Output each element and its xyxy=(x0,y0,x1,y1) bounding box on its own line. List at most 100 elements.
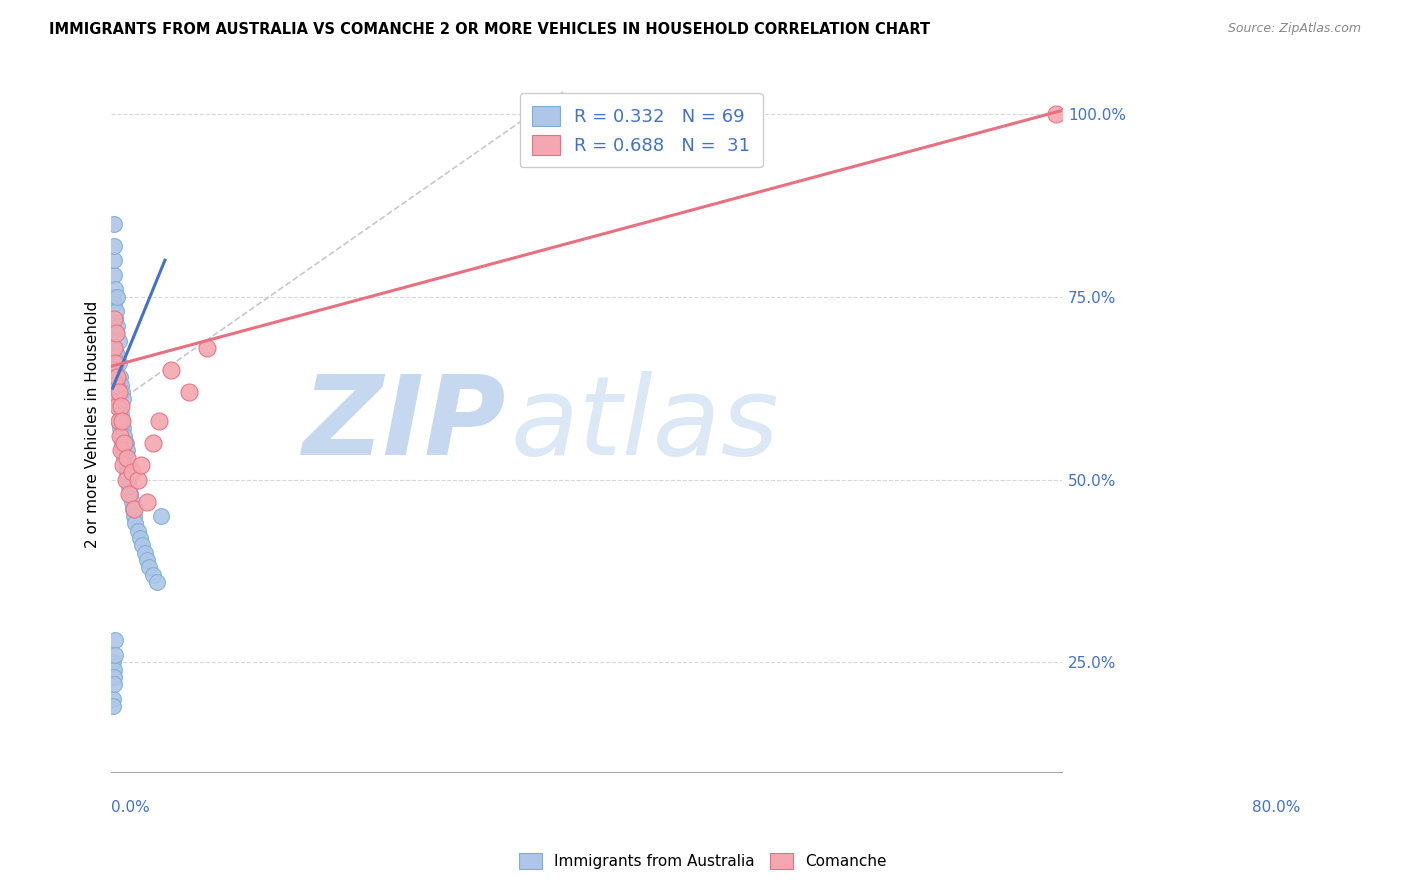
Point xyxy=(101,692,124,706)
Point xyxy=(108,400,131,414)
Point xyxy=(131,538,153,552)
Point xyxy=(107,356,129,370)
Legend: R = 0.332   N = 69, R = 0.688   N =  31: R = 0.332 N = 69, R = 0.688 N = 31 xyxy=(520,94,762,168)
Point xyxy=(127,473,149,487)
Point xyxy=(105,370,128,384)
Point xyxy=(177,384,200,399)
Point xyxy=(104,633,127,648)
Text: 0.0%: 0.0% xyxy=(111,800,150,815)
Point xyxy=(115,450,138,465)
Point xyxy=(103,238,125,252)
Point xyxy=(101,699,124,714)
Point xyxy=(148,414,170,428)
Point xyxy=(103,677,125,691)
Point xyxy=(127,524,149,538)
Point xyxy=(118,487,141,501)
Point xyxy=(118,480,141,494)
Point xyxy=(142,567,165,582)
Point xyxy=(121,494,143,508)
Point xyxy=(105,319,128,334)
Text: 80.0%: 80.0% xyxy=(1251,800,1301,815)
Point xyxy=(160,363,183,377)
Legend: Immigrants from Australia, Comanche: Immigrants from Australia, Comanche xyxy=(513,847,893,875)
Point xyxy=(110,377,132,392)
Point xyxy=(105,348,128,362)
Point xyxy=(110,428,132,442)
Point xyxy=(103,663,125,677)
Point xyxy=(110,443,132,458)
Point xyxy=(111,384,134,399)
Text: IMMIGRANTS FROM AUSTRALIA VS COMANCHE 2 OR MORE VEHICLES IN HOUSEHOLD CORRELATIO: IMMIGRANTS FROM AUSTRALIA VS COMANCHE 2 … xyxy=(49,22,931,37)
Point xyxy=(110,407,132,421)
Point xyxy=(195,341,218,355)
Text: atlas: atlas xyxy=(510,371,779,478)
Point xyxy=(104,283,127,297)
Text: ZIP: ZIP xyxy=(302,371,506,478)
Point xyxy=(108,428,131,442)
Point xyxy=(103,670,125,684)
Point xyxy=(115,465,138,479)
Point xyxy=(101,290,124,304)
Point xyxy=(103,297,125,311)
Point xyxy=(107,414,129,428)
Text: Source: ZipAtlas.com: Source: ZipAtlas.com xyxy=(1227,22,1361,36)
Point xyxy=(104,363,127,377)
Point xyxy=(114,436,136,450)
Point xyxy=(118,458,141,472)
Point xyxy=(122,509,145,524)
Point xyxy=(107,334,129,348)
Point xyxy=(101,311,124,326)
Point xyxy=(104,356,127,370)
Point xyxy=(129,531,152,545)
Point xyxy=(121,465,143,479)
Point xyxy=(101,341,124,355)
Point xyxy=(111,414,134,428)
Point xyxy=(112,443,135,458)
Point xyxy=(105,400,128,414)
Point xyxy=(121,501,143,516)
Point xyxy=(107,384,129,399)
Point xyxy=(105,326,128,341)
Point xyxy=(105,377,128,392)
Point xyxy=(114,458,136,472)
Point xyxy=(134,546,156,560)
Point xyxy=(107,384,129,399)
Point xyxy=(105,290,128,304)
Point xyxy=(129,458,152,472)
Point xyxy=(108,370,131,384)
Point xyxy=(105,377,128,392)
Y-axis label: 2 or more Vehicles in Household: 2 or more Vehicles in Household xyxy=(86,301,100,549)
Point xyxy=(104,384,127,399)
Point xyxy=(101,363,124,377)
Point xyxy=(103,341,125,355)
Point xyxy=(104,341,127,355)
Point xyxy=(150,509,173,524)
Point xyxy=(112,421,135,435)
Point xyxy=(145,574,167,589)
Point xyxy=(114,450,136,465)
Point xyxy=(103,253,125,268)
Point xyxy=(103,311,125,326)
Point xyxy=(136,553,159,567)
Point xyxy=(120,487,142,501)
Point xyxy=(107,414,129,428)
Point xyxy=(108,421,131,435)
Point xyxy=(138,560,160,574)
Point xyxy=(105,326,128,341)
Point xyxy=(101,326,124,341)
Point xyxy=(117,473,139,487)
Point xyxy=(115,443,138,458)
Point xyxy=(136,494,159,508)
Point xyxy=(124,516,146,531)
Point xyxy=(104,311,127,326)
Point xyxy=(105,348,128,362)
Point xyxy=(114,473,136,487)
Point xyxy=(111,436,134,450)
Point xyxy=(112,458,135,472)
Point xyxy=(142,436,165,450)
Point xyxy=(105,370,128,384)
Point xyxy=(111,414,134,428)
Point xyxy=(110,400,132,414)
Point xyxy=(104,648,127,662)
Point xyxy=(101,656,124,670)
